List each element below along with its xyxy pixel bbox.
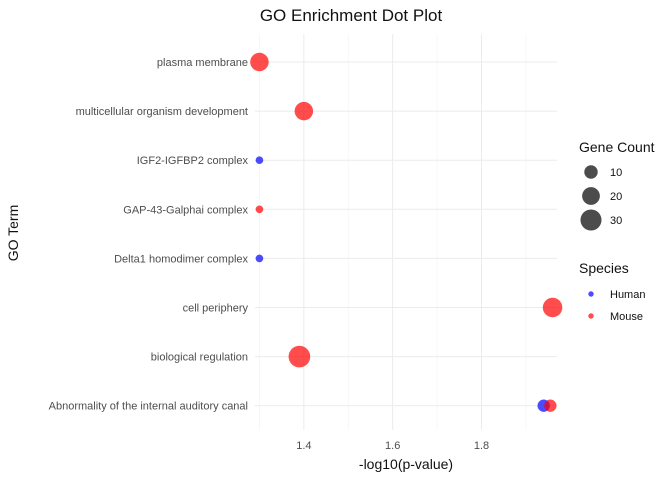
- y-axis-tick-labels: plasma membrane multicellular organism de…: [49, 57, 249, 413]
- data-point-mouse: [294, 101, 314, 121]
- x-tick-label: 1.8: [474, 440, 489, 452]
- size-legend-title: Gene Count: [579, 139, 655, 155]
- data-point-mouse: [250, 52, 269, 72]
- color-legend-label: Human: [610, 289, 645, 301]
- y-tick-label: multicellular organism development: [76, 106, 248, 118]
- color-legend-key: [588, 291, 594, 297]
- data-points: [250, 52, 563, 412]
- size-legend-label: 30: [610, 215, 622, 227]
- y-tick-label: biological regulation: [151, 352, 248, 364]
- color-legend: Species Human Mouse: [579, 260, 645, 323]
- y-tick-label: Delta1 homodimer complex: [114, 253, 248, 265]
- x-tick-label: 1.6: [385, 440, 400, 452]
- color-legend-label: Mouse: [610, 311, 643, 323]
- size-legend-key: [580, 209, 602, 231]
- y-axis-title: GO Term: [5, 205, 21, 262]
- y-tick-label: IGF2-IGFBP2 complex: [137, 155, 249, 167]
- data-point-mouse: [255, 205, 264, 214]
- data-point-human: [255, 156, 264, 165]
- y-tick-label: plasma membrane: [157, 57, 248, 69]
- size-legend-key: [584, 165, 598, 179]
- x-axis-tick-labels: 1.4 1.6 1.8: [296, 440, 489, 452]
- gridlines: [255, 34, 557, 430]
- data-point-mouse: [542, 297, 563, 318]
- size-legend-key: [582, 187, 600, 205]
- color-legend-title: Species: [579, 260, 629, 276]
- data-point-human: [255, 254, 264, 263]
- y-tick-label: cell periphery: [183, 303, 249, 315]
- y-tick-label: Abnormality of the internal auditory can…: [49, 401, 248, 413]
- data-point-mouse: [544, 399, 557, 412]
- x-axis-title: -log10(p-value): [359, 456, 453, 472]
- data-point-mouse: [288, 345, 311, 368]
- size-legend-label: 20: [610, 191, 622, 203]
- chart-title: GO Enrichment Dot Plot: [260, 6, 443, 25]
- y-tick-label: GAP-43-Galphai complex: [123, 204, 248, 216]
- size-legend: Gene Count 10 20 30: [579, 139, 655, 231]
- size-legend-label: 10: [610, 167, 622, 179]
- x-tick-label: 1.4: [296, 440, 311, 452]
- color-legend-key: [588, 313, 594, 319]
